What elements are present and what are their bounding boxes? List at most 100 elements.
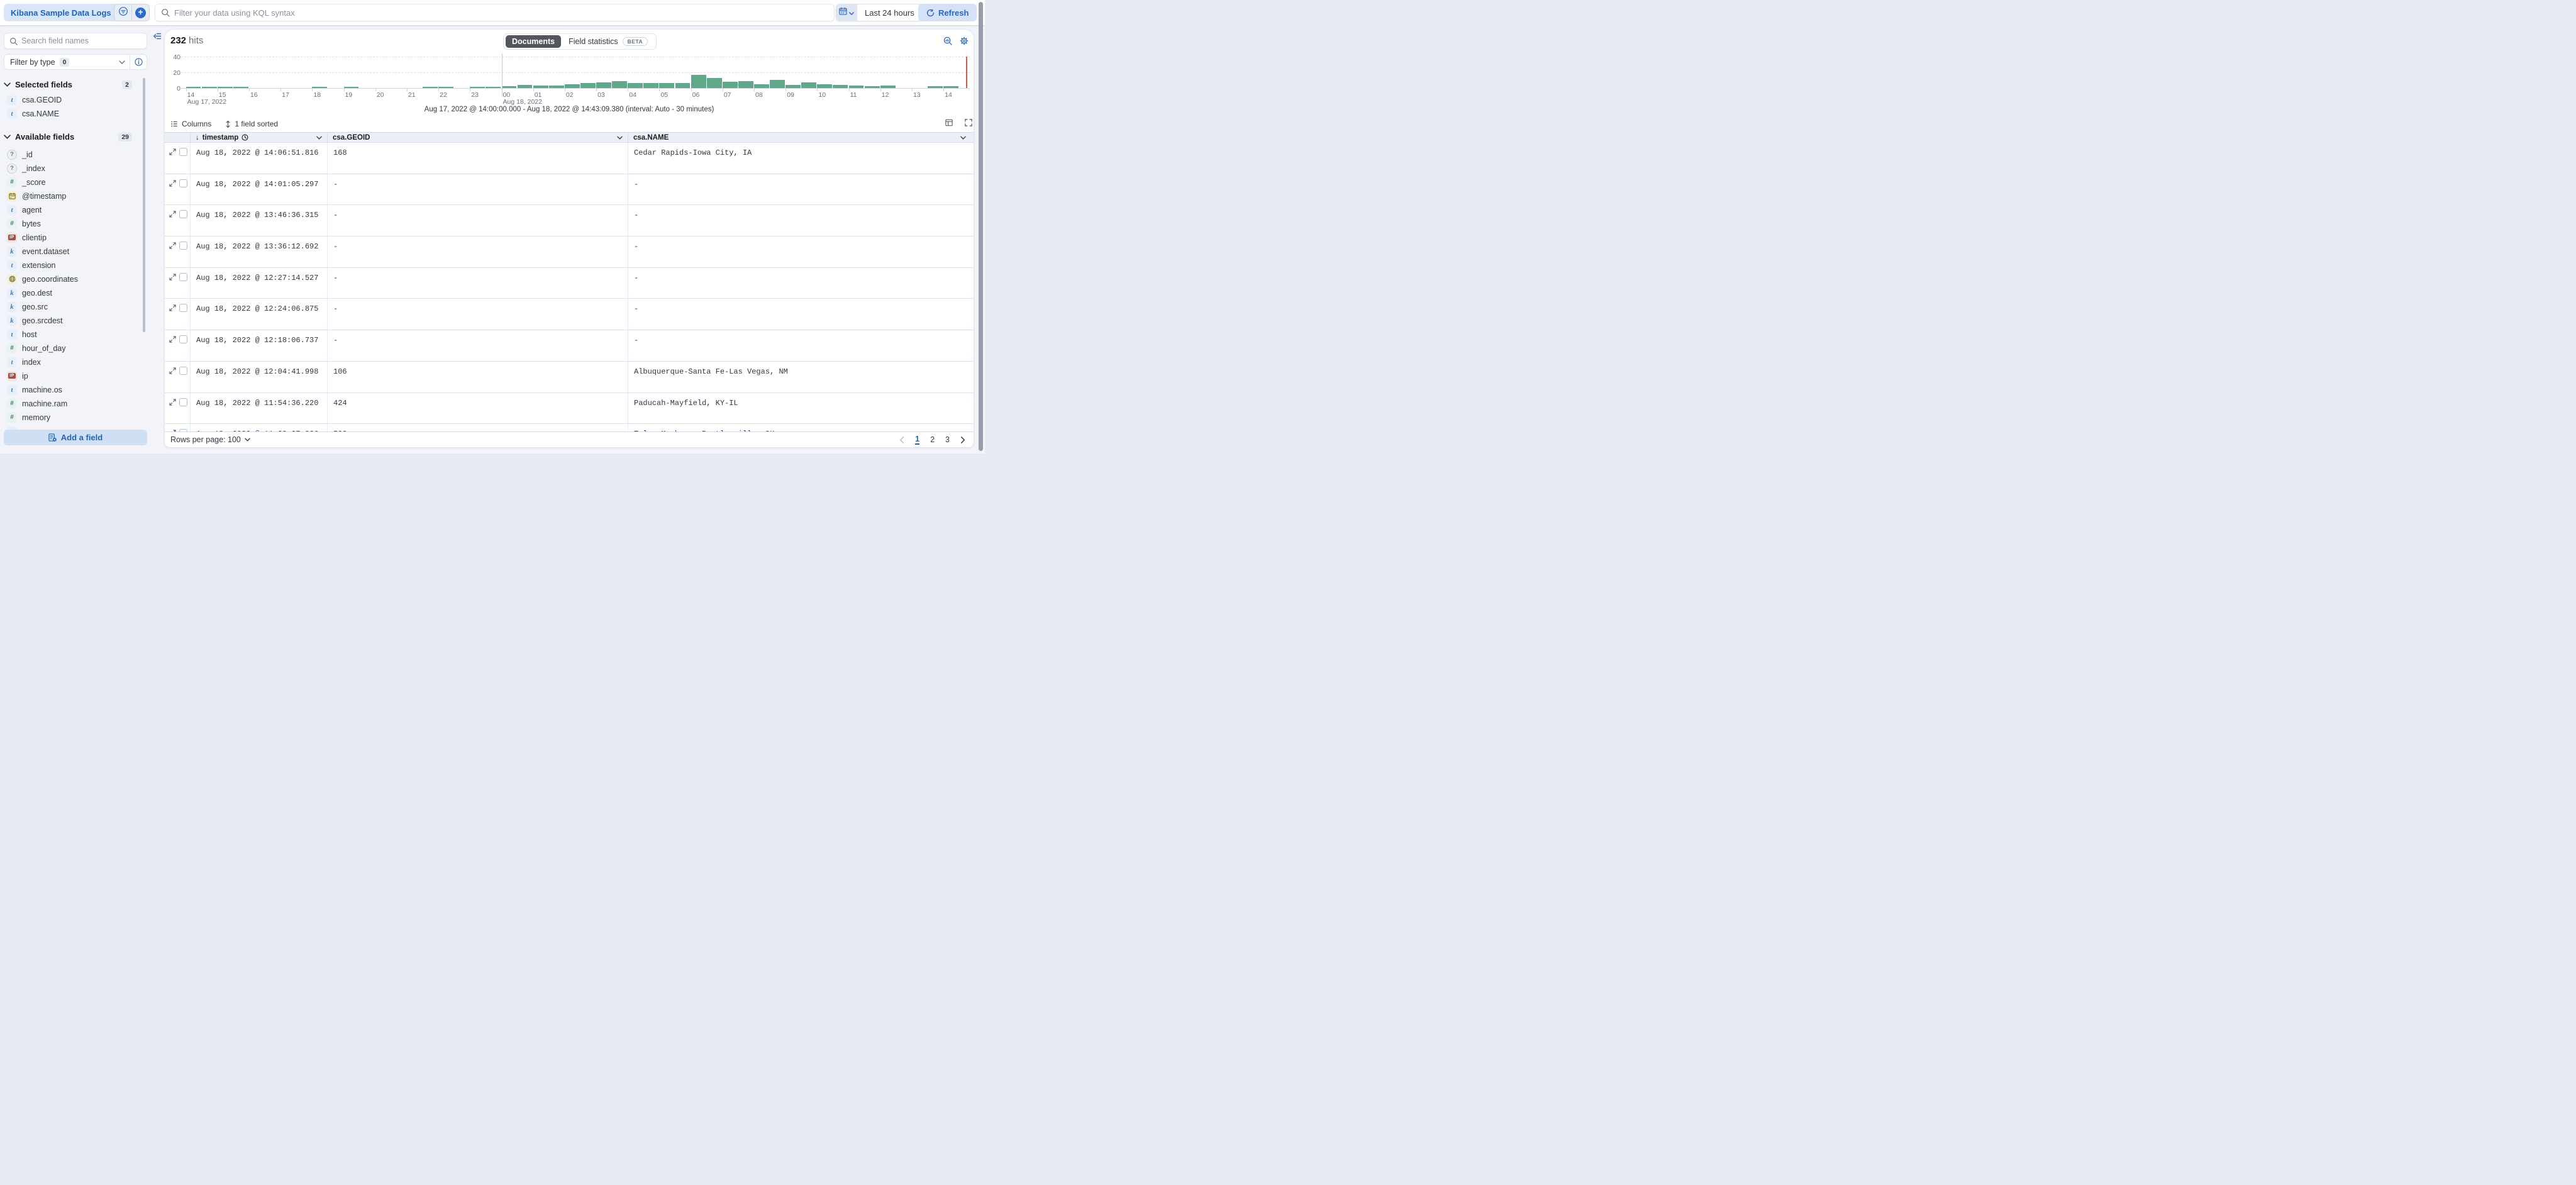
field-item[interactable]: t extension (4, 259, 136, 272)
cell-timestamp[interactable]: Aug 18, 2022 @ 12:24:06.875 (190, 299, 327, 330)
cell-timestamp[interactable]: Aug 18, 2022 @ 12:18:06.737 (190, 330, 327, 361)
cell-csa-name[interactable]: Tulsa-Muskogee-Bartlesville, OK (628, 424, 974, 431)
cell-timestamp[interactable]: Aug 18, 2022 @ 13:46:36.315 (190, 205, 327, 236)
tab-field-statistics[interactable]: Field statistics BETA (562, 35, 654, 48)
field-item[interactable]: k geo.dest (4, 286, 136, 299)
histogram-bar[interactable] (517, 84, 533, 88)
field-item[interactable]: k event.dataset (4, 245, 136, 258)
cell-csa-name[interactable]: Paducah-Mayfield, KY-IL (628, 392, 974, 424)
histogram-bar[interactable] (675, 83, 691, 88)
histogram-bar[interactable] (470, 87, 486, 88)
histogram-bar[interactable] (801, 82, 817, 88)
histogram-bar[interactable] (486, 87, 501, 88)
expand-document-icon[interactable] (169, 211, 176, 218)
expand-document-icon[interactable] (169, 242, 176, 249)
cell-csa-name[interactable]: - (628, 267, 974, 299)
info-icon[interactable] (130, 58, 147, 66)
cell-csa-name[interactable]: Albuquerque-Santa Fe-Las Vegas, NM (628, 361, 974, 392)
selected-fields-header[interactable]: Selected fields 2 (4, 80, 141, 89)
tab-documents[interactable]: Documents (506, 35, 562, 48)
field-item[interactable]: t machine.os (4, 383, 136, 396)
histogram-bar[interactable] (754, 84, 769, 88)
cell-timestamp[interactable]: Aug 18, 2022 @ 12:04:41.998 (190, 361, 327, 392)
expand-document-icon[interactable] (169, 148, 176, 155)
saved-query-filter-button[interactable] (114, 4, 132, 21)
row-checkbox[interactable] (179, 335, 187, 344)
cell-timestamp[interactable]: Aug 18, 2022 @ 11:54:36.220 (190, 392, 327, 424)
histogram-bar[interactable] (848, 86, 864, 88)
chevron-down-icon[interactable] (316, 136, 322, 140)
sidebar-scrollbar[interactable] (143, 78, 145, 332)
cell-csa-geoid[interactable]: - (327, 174, 628, 205)
histogram-bar[interactable] (643, 83, 659, 88)
row-checkbox[interactable] (179, 304, 187, 313)
histogram-bar[interactable] (201, 87, 217, 88)
histogram-bar[interactable] (817, 84, 833, 88)
fullscreen-icon[interactable] (965, 119, 972, 126)
page-number-2[interactable]: 2 (930, 435, 935, 444)
histogram-bar[interactable] (501, 86, 517, 88)
cell-csa-name[interactable]: - (628, 330, 974, 361)
histogram-bar[interactable] (548, 86, 564, 88)
field-item[interactable]: IP ip (4, 369, 136, 382)
cell-csa-geoid[interactable]: - (327, 330, 628, 361)
field-search-input[interactable] (21, 36, 142, 45)
add-filter-button[interactable]: + (132, 4, 149, 21)
row-checkbox[interactable] (179, 398, 187, 406)
expand-document-icon[interactable] (169, 304, 176, 312)
previous-page-icon[interactable] (899, 436, 904, 443)
page-scrollbar[interactable] (979, 2, 983, 451)
cell-csa-name[interactable]: - (628, 174, 974, 205)
cell-csa-geoid[interactable]: 522 (327, 424, 628, 431)
add-field-button[interactable]: Add a field (4, 430, 147, 445)
cell-csa-name[interactable]: - (628, 236, 974, 267)
field-item[interactable]: t agent (4, 203, 136, 216)
columns-button[interactable]: Columns (170, 120, 211, 128)
column-header-csa-geoid[interactable]: csa.GEOID (327, 133, 628, 142)
chevron-down-icon[interactable] (617, 136, 623, 140)
cell-csa-name[interactable]: - (628, 299, 974, 330)
kql-query-input[interactable] (174, 8, 828, 18)
cell-csa-geoid[interactable]: - (327, 267, 628, 299)
field-item[interactable]: # hour_of_day (4, 342, 136, 355)
cell-timestamp[interactable]: Aug 18, 2022 @ 11:38:27.836 (190, 424, 327, 431)
histogram-bar[interactable] (217, 87, 233, 88)
histogram-bar[interactable] (612, 81, 628, 88)
field-item[interactable]: IP clientip (4, 231, 136, 244)
field-item[interactable]: t csa.NAME (4, 107, 136, 120)
rows-per-page-button[interactable]: Rows per page: 100 (170, 435, 250, 444)
histogram-bar[interactable] (738, 81, 753, 88)
field-item[interactable]: # bytes (4, 217, 136, 230)
expand-document-icon[interactable] (169, 336, 176, 343)
field-item[interactable]: ? _index (4, 162, 136, 175)
histogram-bar[interactable] (438, 87, 453, 88)
time-range-button[interactable]: Last 24 hours (857, 4, 922, 21)
histogram-bar[interactable] (312, 87, 328, 88)
row-checkbox[interactable] (179, 148, 187, 156)
histogram-bar[interactable] (564, 84, 580, 88)
histogram-bar[interactable] (864, 86, 880, 88)
row-checkbox[interactable] (179, 366, 187, 375)
histogram-bar[interactable] (770, 80, 785, 88)
collapse-sidebar-icon[interactable] (153, 32, 162, 43)
expand-document-icon[interactable] (169, 180, 176, 187)
cell-csa-geoid[interactable]: - (327, 236, 628, 267)
histogram-bar[interactable] (943, 86, 959, 88)
field-item[interactable]: # machine.ram (4, 397, 136, 410)
histogram-bar[interactable] (706, 77, 722, 88)
histogram-bar[interactable] (691, 74, 706, 88)
row-checkbox[interactable] (179, 242, 187, 250)
inspect-chart-icon[interactable] (943, 36, 952, 45)
chevron-down-icon[interactable] (960, 136, 966, 140)
cell-timestamp[interactable]: Aug 18, 2022 @ 13:36:12.692 (190, 236, 327, 267)
cell-timestamp[interactable]: Aug 18, 2022 @ 14:06:51.816 (190, 143, 327, 174)
histogram-bar[interactable] (722, 81, 738, 88)
field-item[interactable]: geo.coordinates (4, 272, 136, 286)
histogram-bar[interactable] (833, 84, 848, 88)
field-item[interactable]: t csa.GEOID (4, 93, 136, 106)
next-page-icon[interactable] (960, 436, 965, 443)
field-item[interactable]: @timestamp (4, 189, 136, 203)
histogram-bar[interactable] (423, 87, 438, 88)
field-item[interactable]: # memory (4, 411, 136, 424)
refresh-button[interactable]: Refresh (918, 4, 977, 21)
